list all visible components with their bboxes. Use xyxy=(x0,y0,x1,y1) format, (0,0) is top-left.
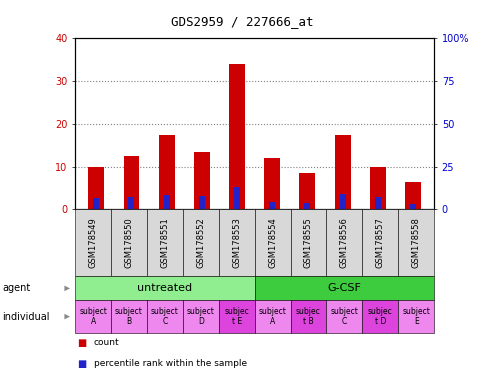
Text: ■: ■ xyxy=(77,359,87,369)
Bar xyxy=(88,167,104,209)
Text: ■: ■ xyxy=(77,338,87,348)
Text: GSM178556: GSM178556 xyxy=(339,217,348,268)
Bar xyxy=(339,194,345,209)
Text: subject
C: subject C xyxy=(151,307,179,326)
Text: agent: agent xyxy=(2,283,30,293)
Text: individual: individual xyxy=(2,311,50,322)
Text: GSM178553: GSM178553 xyxy=(232,217,241,268)
Bar xyxy=(404,182,420,209)
Text: subject
B: subject B xyxy=(115,307,143,326)
Text: GSM178551: GSM178551 xyxy=(160,217,169,268)
Bar xyxy=(334,134,350,209)
Text: subjec
t E: subjec t E xyxy=(224,307,249,326)
Bar xyxy=(163,195,169,209)
Text: subject
A: subject A xyxy=(79,307,107,326)
Text: subjec
t D: subjec t D xyxy=(367,307,392,326)
Text: GSM178550: GSM178550 xyxy=(124,217,133,268)
Text: count: count xyxy=(93,338,119,346)
Text: G-CSF: G-CSF xyxy=(327,283,361,293)
Bar xyxy=(194,152,209,209)
Text: percentile rank within the sample: percentile rank within the sample xyxy=(93,359,246,367)
Text: GSM178555: GSM178555 xyxy=(303,217,312,268)
Bar xyxy=(128,197,134,209)
Text: untreated: untreated xyxy=(137,283,192,293)
Bar xyxy=(409,204,415,209)
Text: subject
C: subject C xyxy=(330,307,358,326)
Text: subjec
t B: subjec t B xyxy=(295,307,320,326)
Bar xyxy=(269,202,274,209)
Text: subject
D: subject D xyxy=(186,307,214,326)
Bar xyxy=(198,195,204,209)
Text: GSM178554: GSM178554 xyxy=(268,217,276,268)
Text: GSM178557: GSM178557 xyxy=(375,217,384,268)
Text: GDS2959 / 227666_at: GDS2959 / 227666_at xyxy=(171,15,313,28)
Text: GSM178558: GSM178558 xyxy=(411,217,420,268)
Text: GSM178549: GSM178549 xyxy=(89,217,97,268)
Bar xyxy=(228,64,244,209)
Bar xyxy=(304,203,310,209)
Bar xyxy=(123,156,139,209)
Text: subject
A: subject A xyxy=(258,307,286,326)
Bar xyxy=(374,197,380,209)
Bar xyxy=(93,198,99,209)
Bar xyxy=(299,173,315,209)
Bar xyxy=(264,158,280,209)
Bar xyxy=(369,167,385,209)
Text: subject
E: subject E xyxy=(401,307,429,326)
Text: GSM178552: GSM178552 xyxy=(196,217,205,268)
Bar xyxy=(234,187,240,209)
Bar xyxy=(158,134,174,209)
